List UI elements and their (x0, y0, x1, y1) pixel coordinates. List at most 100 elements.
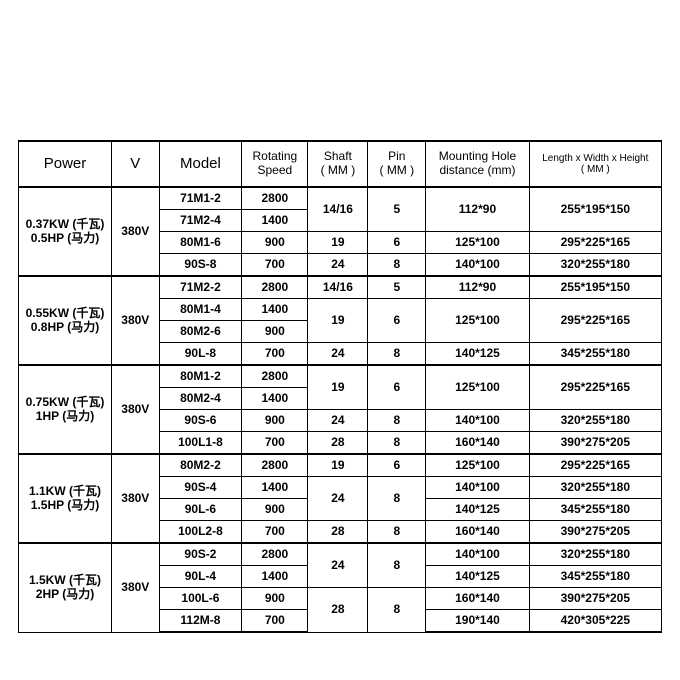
cell-speed: 900 (242, 410, 308, 432)
cell-power: 1.1KW (千瓦)1.5HP (马力) (19, 454, 112, 543)
col-power: Power (19, 141, 112, 187)
cell-speed: 700 (242, 521, 308, 544)
cell-voltage: 380V (112, 276, 160, 365)
cell-pin: 5 (368, 276, 426, 299)
cell-lwh: 420*305*225 (529, 610, 661, 633)
cell-mount: 140*100 (426, 477, 529, 499)
cell-speed: 900 (242, 321, 308, 343)
cell-mount: 125*100 (426, 454, 529, 477)
cell-shaft: 24 (308, 477, 368, 521)
cell-pin: 8 (368, 588, 426, 633)
cell-pin: 8 (368, 254, 426, 277)
cell-model: 90L-8 (159, 343, 242, 366)
cell-speed: 2800 (242, 454, 308, 477)
cell-mount: 190*140 (426, 610, 529, 633)
cell-lwh: 255*195*150 (529, 187, 661, 232)
cell-pin: 6 (368, 454, 426, 477)
cell-voltage: 380V (112, 543, 160, 632)
cell-pin: 8 (368, 521, 426, 544)
cell-model: 90L-6 (159, 499, 242, 521)
cell-pin: 8 (368, 543, 426, 588)
cell-lwh: 295*225*165 (529, 299, 661, 343)
cell-model: 90L-4 (159, 566, 242, 588)
col-mount: Mounting Holedistance (mm) (426, 141, 529, 187)
cell-mount: 140*125 (426, 343, 529, 366)
cell-lwh: 345*255*180 (529, 343, 661, 366)
cell-model: 90S-2 (159, 543, 242, 566)
cell-speed: 2800 (242, 187, 308, 210)
cell-shaft: 14/16 (308, 276, 368, 299)
cell-model: 80M2-4 (159, 388, 242, 410)
table-row: 0.37KW (千瓦)0.5HP (马力)380V71M1-2280014/16… (19, 187, 662, 210)
cell-shaft: 19 (308, 299, 368, 343)
cell-shaft: 14/16 (308, 187, 368, 232)
cell-lwh: 295*225*165 (529, 365, 661, 410)
cell-shaft: 24 (308, 410, 368, 432)
cell-mount: 140*100 (426, 410, 529, 432)
cell-speed: 900 (242, 499, 308, 521)
cell-model: 100L2-8 (159, 521, 242, 544)
cell-mount: 125*100 (426, 299, 529, 343)
col-speed: RotatingSpeed (242, 141, 308, 187)
cell-pin: 8 (368, 410, 426, 432)
cell-model: 71M1-2 (159, 187, 242, 210)
cell-mount: 140*125 (426, 499, 529, 521)
cell-pin: 6 (368, 299, 426, 343)
cell-pin: 8 (368, 477, 426, 521)
cell-mount: 160*140 (426, 432, 529, 455)
cell-power: 0.55KW (千瓦)0.8HP (马力) (19, 276, 112, 365)
cell-speed: 700 (242, 432, 308, 455)
cell-model: 100L1-8 (159, 432, 242, 455)
cell-speed: 700 (242, 610, 308, 633)
cell-speed: 900 (242, 588, 308, 610)
cell-shaft: 19 (308, 232, 368, 254)
table-body: 0.37KW (千瓦)0.5HP (马力)380V71M1-2280014/16… (19, 187, 662, 632)
cell-model: 90S-4 (159, 477, 242, 499)
cell-voltage: 380V (112, 187, 160, 276)
cell-power: 0.37KW (千瓦)0.5HP (马力) (19, 187, 112, 276)
cell-speed: 1400 (242, 388, 308, 410)
cell-speed: 1400 (242, 477, 308, 499)
cell-speed: 900 (242, 232, 308, 254)
cell-shaft: 28 (308, 432, 368, 455)
cell-pin: 6 (368, 232, 426, 254)
cell-lwh: 390*275*205 (529, 588, 661, 610)
cell-power: 1.5KW (千瓦)2HP (马力) (19, 543, 112, 632)
cell-power: 0.75KW (千瓦)1HP (马力) (19, 365, 112, 454)
cell-lwh: 295*225*165 (529, 454, 661, 477)
cell-lwh: 345*255*180 (529, 566, 661, 588)
cell-shaft: 24 (308, 543, 368, 588)
cell-shaft: 28 (308, 521, 368, 544)
cell-speed: 700 (242, 343, 308, 366)
cell-lwh: 320*255*180 (529, 254, 661, 277)
cell-shaft: 19 (308, 454, 368, 477)
cell-lwh: 320*255*180 (529, 543, 661, 566)
cell-shaft: 24 (308, 343, 368, 366)
cell-mount: 140*100 (426, 254, 529, 277)
cell-model: 80M1-6 (159, 232, 242, 254)
cell-mount: 112*90 (426, 276, 529, 299)
cell-model: 90S-6 (159, 410, 242, 432)
cell-shaft: 24 (308, 254, 368, 277)
cell-speed: 2800 (242, 276, 308, 299)
cell-shaft: 19 (308, 365, 368, 410)
cell-pin: 5 (368, 187, 426, 232)
cell-shaft: 28 (308, 588, 368, 633)
cell-mount: 140*100 (426, 543, 529, 566)
cell-model: 80M2-6 (159, 321, 242, 343)
col-pin: Pin( MM ) (368, 141, 426, 187)
cell-speed: 1400 (242, 299, 308, 321)
cell-mount: 140*125 (426, 566, 529, 588)
cell-lwh: 320*255*180 (529, 477, 661, 499)
cell-model: 80M2-2 (159, 454, 242, 477)
cell-pin: 8 (368, 432, 426, 455)
spec-table: Power V Model RotatingSpeed Shaft( MM ) … (18, 140, 662, 633)
cell-mount: 125*100 (426, 365, 529, 410)
cell-model: 80M1-2 (159, 365, 242, 388)
cell-speed: 700 (242, 254, 308, 277)
cell-lwh: 345*255*180 (529, 499, 661, 521)
col-lwh: Length x Width x Height( MM ) (529, 141, 661, 187)
cell-speed: 2800 (242, 543, 308, 566)
cell-lwh: 390*275*205 (529, 432, 661, 455)
cell-mount: 160*140 (426, 588, 529, 610)
